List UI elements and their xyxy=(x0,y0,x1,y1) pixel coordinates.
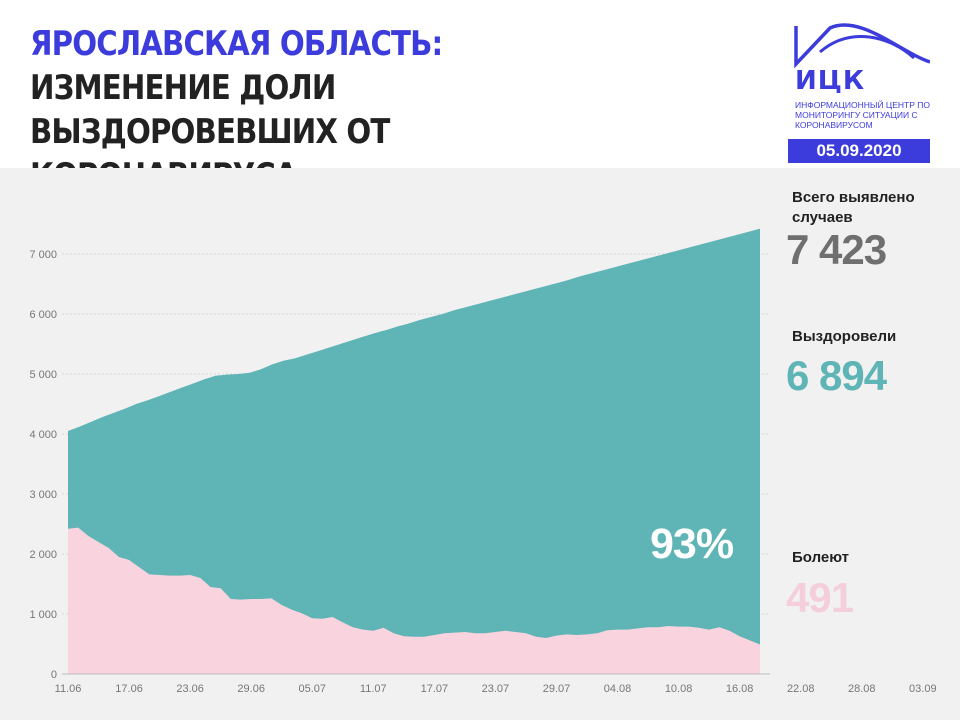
x-tick-label: 16.08 xyxy=(726,683,754,695)
x-tick-label: 11.07 xyxy=(360,683,387,695)
title-region: Ярославская область: xyxy=(30,24,443,64)
x-tick-label: 05.07 xyxy=(298,683,326,695)
x-tick-label: 23.07 xyxy=(482,683,510,695)
x-tick-label: 23.06 xyxy=(176,683,204,695)
x-tick-label: 22.08 xyxy=(787,683,815,695)
area-chart: 0 1 000 2 000 3 000 4 000 5 000 6 000 7 000 11.0… xyxy=(29,228,937,695)
chart-panel: 0 1 000 2 000 3 000 4 000 5 000 6 000 7 000 11.0… xyxy=(0,168,960,720)
y-tick-label: 6 000 xyxy=(29,309,57,321)
logo-subtitle: Информационный центр по мониторингу ситу… xyxy=(795,100,930,130)
recovered-share: 93% xyxy=(650,520,734,568)
y-tick-label: 2 000 xyxy=(29,549,57,561)
x-tick-label: 17.06 xyxy=(115,683,143,695)
y-tick-label: 3 000 xyxy=(29,489,57,501)
sick-area xyxy=(68,527,760,674)
x-tick-label: 10.08 xyxy=(665,683,693,695)
logo-icon xyxy=(794,23,930,68)
total-cases-value: 7 423 xyxy=(786,226,887,273)
logo-name: ИЦК xyxy=(795,66,866,96)
y-tick-label: 1 000 xyxy=(29,609,57,621)
x-tick-label: 29.07 xyxy=(543,683,571,695)
x-tick-label: 29.06 xyxy=(237,683,265,695)
recovered-label: Выздоровели xyxy=(792,328,897,345)
recovered-value: 6 894 xyxy=(786,352,887,399)
x-tick-label: 03.09 xyxy=(909,683,937,695)
x-tick-label: 28.08 xyxy=(848,683,876,695)
y-tick-label: 4 000 xyxy=(29,429,57,441)
x-tick-label: 11.06 xyxy=(55,683,82,695)
date-badge: 05.09.2020 xyxy=(788,139,930,163)
y-tick-label: 0 xyxy=(51,669,57,681)
page-title: Ярославская область: изменение доли вызд… xyxy=(30,22,649,198)
y-tick-label: 5 000 xyxy=(29,369,57,381)
y-tick-label: 7 000 xyxy=(29,249,57,261)
x-tick-label: 04.08 xyxy=(604,683,632,695)
recovered-area xyxy=(68,228,760,674)
header: Ярославская область: изменение доли вызд… xyxy=(0,0,960,196)
sick-value: 491 xyxy=(786,574,854,621)
sick-label: Болеют xyxy=(792,549,850,566)
x-tick-label: 17.07 xyxy=(421,683,449,695)
total-cases-label: Всего выявлено случаев xyxy=(792,189,915,226)
